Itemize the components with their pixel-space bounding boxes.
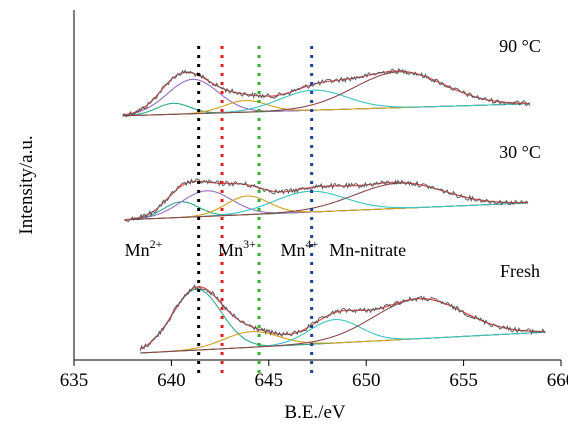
series-0	[123, 69, 530, 117]
x-tick-label: 660	[547, 370, 568, 391]
component-peak-4	[125, 183, 528, 220]
x-tick-label: 650	[352, 370, 381, 391]
x-tick-label: 645	[255, 370, 284, 391]
series-label: 30 °C	[499, 142, 541, 162]
raw-spectrum	[140, 285, 545, 351]
x-tick-label: 635	[60, 370, 89, 391]
raw-spectrum	[125, 179, 528, 222]
species-label: Mn2+	[125, 237, 163, 260]
component-peak-0	[140, 289, 545, 349]
x-axis-label: B.E./eV	[284, 402, 345, 423]
species-label: Mn4+	[280, 237, 318, 260]
component-peak-3	[140, 299, 545, 353]
species-label: Mn3+	[218, 237, 256, 260]
species-label: Mn-nitrate	[329, 240, 406, 260]
series-label: Fresh	[500, 261, 540, 281]
series-1	[125, 179, 528, 222]
fit-envelope	[140, 287, 545, 349]
series-2	[140, 285, 545, 353]
x-tick-label: 640	[157, 370, 186, 391]
axes	[74, 10, 561, 360]
series-label: 90 °C	[499, 36, 541, 56]
x-tick-label: 655	[449, 370, 478, 391]
component-peak-3	[125, 191, 528, 220]
y-axis-label: Intensity/a.u.	[16, 135, 37, 234]
series-layer	[123, 69, 546, 353]
x-ticks: 635 640 645 650 655 660	[60, 360, 568, 391]
